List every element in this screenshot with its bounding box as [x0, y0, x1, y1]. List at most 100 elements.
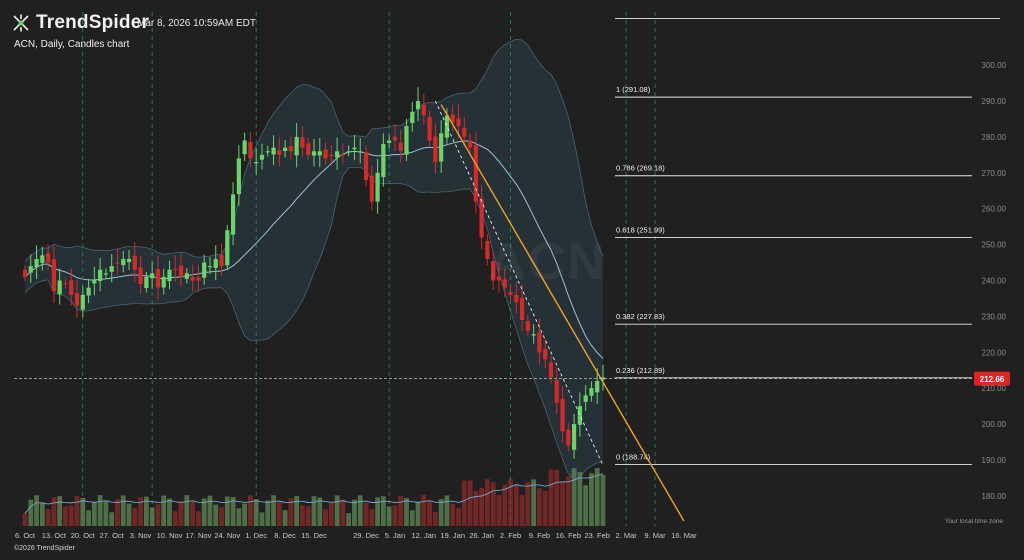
candle-body — [248, 141, 253, 159]
x-tick-label: 24. Nov — [214, 531, 240, 540]
last-price-tag — [974, 371, 1010, 386]
fib-level-label: 1 (291.08) — [616, 85, 651, 94]
candle — [491, 251, 496, 290]
candle — [28, 254, 33, 283]
x-tick-label: 19. Jan — [440, 531, 465, 540]
volume-bar — [409, 510, 415, 526]
volume-bar — [138, 496, 143, 526]
candle-body — [531, 334, 536, 336]
candle — [213, 245, 218, 280]
candle — [531, 324, 536, 344]
x-axis: 6. Oct 13. Oct 20. Oct 27. Oct 3. Nov 10. Nov… — [15, 531, 697, 540]
volume-bar — [473, 491, 479, 526]
candle — [219, 243, 224, 277]
candle — [404, 118, 409, 161]
candle-body — [28, 266, 33, 273]
candle — [178, 254, 184, 287]
volume-bar — [45, 509, 51, 526]
volume-bar — [97, 495, 103, 526]
candle — [63, 278, 68, 289]
y-tick-label: 260.00 — [982, 205, 1007, 214]
candle-body — [375, 172, 380, 202]
candle-body — [236, 158, 241, 195]
candle-body — [230, 194, 236, 235]
y-tick-label: 300.00 — [982, 61, 1007, 70]
volume-bar — [577, 472, 583, 526]
candle-body — [358, 151, 363, 153]
candle — [600, 364, 606, 391]
x-tick-label: 23. Feb — [585, 531, 610, 540]
fib-level-label: 0.618 (251.99) — [616, 225, 665, 234]
candle-body — [415, 101, 421, 110]
volume-bar — [213, 504, 219, 526]
volume-bar — [311, 496, 317, 526]
volume-bar — [161, 495, 167, 526]
candle — [323, 141, 328, 166]
x-tick-label: 1. Dec — [245, 531, 267, 540]
candle-body — [40, 255, 45, 263]
candle-body — [254, 162, 259, 164]
candle-body — [595, 381, 600, 393]
volume-bar — [398, 495, 404, 526]
candle — [248, 132, 253, 167]
candle-body — [155, 269, 161, 288]
candle — [352, 135, 357, 161]
candle-body — [219, 254, 224, 267]
x-tick-label: 29. Dec — [353, 531, 379, 540]
dotted-projection-line — [434, 100, 604, 466]
y-tick-label: 180.00 — [982, 492, 1007, 501]
volume-bar — [190, 501, 196, 526]
volume-bar — [380, 496, 386, 526]
volume-bar — [571, 468, 577, 526]
candle — [74, 279, 80, 318]
candle-body — [519, 297, 525, 320]
x-tick-label: 26. Jan — [469, 531, 494, 540]
candle-body — [46, 253, 51, 263]
candle-body — [138, 267, 143, 285]
y-tick-label: 280.00 — [982, 133, 1007, 142]
volume-bar — [22, 513, 28, 526]
volume-bar — [525, 482, 531, 526]
volume-bar — [63, 506, 68, 526]
candle-body — [323, 149, 328, 159]
volume-bar — [496, 495, 502, 526]
candle — [236, 145, 241, 206]
candle — [306, 137, 311, 160]
volume-bar — [39, 502, 45, 526]
candle — [109, 254, 114, 283]
candle-body — [543, 348, 548, 360]
candle — [375, 159, 380, 214]
y-tick-label: 240.00 — [982, 277, 1007, 286]
brand[interactable]: TrendSpider — [12, 12, 149, 34]
candle — [439, 120, 444, 173]
candle — [46, 244, 51, 271]
candle-body — [225, 230, 230, 266]
volume-bar — [178, 501, 184, 526]
volume-bar — [444, 495, 450, 526]
candle-body — [86, 287, 91, 296]
volume-bar — [248, 495, 253, 526]
volume-bar — [271, 495, 276, 526]
volume-bar — [68, 505, 74, 526]
volume-bar — [485, 479, 490, 526]
volume-bar — [74, 495, 80, 526]
candle-body — [103, 273, 109, 275]
candle — [196, 264, 201, 293]
volume-bar — [386, 506, 392, 526]
candle-body — [167, 269, 172, 282]
candle-body — [306, 143, 311, 155]
y-tick-label: 220.00 — [982, 348, 1007, 357]
candle-body — [150, 273, 155, 279]
candle — [589, 381, 594, 402]
volume-bar — [392, 505, 398, 526]
candle — [410, 101, 415, 132]
candle — [80, 286, 85, 318]
candle — [415, 87, 421, 122]
volume-bar — [201, 498, 207, 526]
candle — [92, 266, 97, 296]
candle-body — [508, 291, 513, 295]
candle-body — [22, 269, 28, 277]
candle-body — [311, 151, 317, 156]
